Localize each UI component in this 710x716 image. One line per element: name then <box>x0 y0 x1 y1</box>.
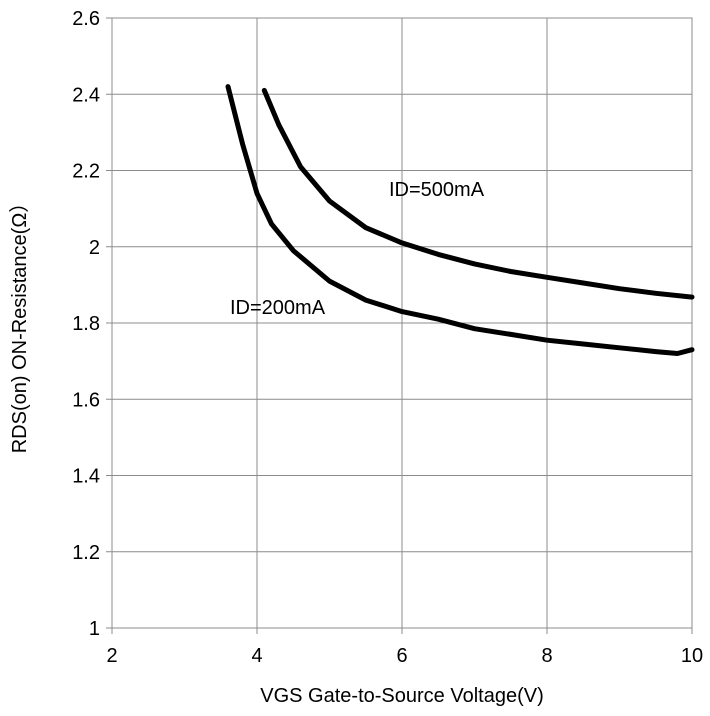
y-axis-title: RDS(on) ON-Resistance(Ω） <box>8 193 31 454</box>
x-tick-label: 6 <box>396 645 407 667</box>
series-line-1 <box>225 84 695 356</box>
y-tick-label: 2.4 <box>72 84 100 106</box>
x-tick-labels: 2 4 6 8 10 <box>106 645 703 667</box>
y-tick-label: 2 <box>89 237 100 259</box>
series-layer <box>225 84 695 356</box>
y-tick-label: 1.8 <box>72 313 100 335</box>
gridlines <box>106 17 693 634</box>
y-tick-label: 1 <box>89 618 100 640</box>
series-line-0 <box>261 87 695 300</box>
y-tick-label: 2.6 <box>72 8 100 30</box>
x-axis-title: VGS Gate-to-Source Voltage(V) <box>260 685 543 707</box>
series-label-200ma: ID=200mA <box>230 297 326 319</box>
x-tick-label: 4 <box>251 645 262 667</box>
x-tick-label: 2 <box>106 645 117 667</box>
y-tick-labels: 1 1.2 1.4 1.6 1.8 2 2.2 2.4 2.6 <box>72 8 100 640</box>
x-tick-label: 8 <box>541 645 552 667</box>
y-tick-label: 1.6 <box>72 389 100 411</box>
x-tick-label: 10 <box>681 645 703 667</box>
y-tick-label: 1.2 <box>72 542 100 564</box>
y-tick-label: 1.4 <box>72 466 100 488</box>
y-tick-label: 2.2 <box>72 161 100 183</box>
plot-frame <box>111 17 693 629</box>
series-label-500ma: ID=500mA <box>389 179 485 201</box>
